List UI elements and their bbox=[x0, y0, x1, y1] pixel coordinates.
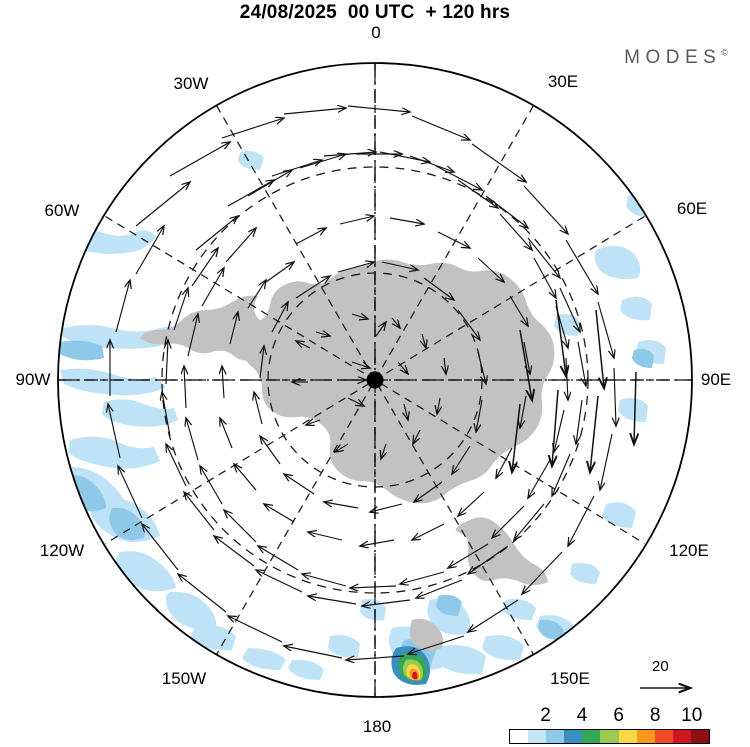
modes-logo: MODES© bbox=[624, 47, 728, 69]
vector-scale-label: 20 bbox=[652, 658, 669, 675]
map-content bbox=[58, 63, 692, 697]
colorbar-segment-8 bbox=[654, 730, 673, 743]
longitude-label-150w: 150W bbox=[161, 669, 207, 688]
colorbar-segment-10 bbox=[690, 730, 710, 743]
colorbar-tick-2: 2 bbox=[540, 705, 551, 726]
colorbar bbox=[509, 729, 710, 744]
longitude-label-150e: 150E bbox=[550, 669, 590, 688]
colorbar-segment-5 bbox=[600, 730, 619, 743]
colorbar-segment-1 bbox=[528, 730, 547, 743]
copyright-icon: © bbox=[721, 47, 728, 58]
longitude-label-90e: 90E bbox=[700, 370, 732, 389]
colorbar-segment-9 bbox=[672, 730, 691, 743]
longitude-label-30w: 30W bbox=[173, 74, 209, 93]
page-title: 24/08/2025 00 UTC + 120 hrs bbox=[239, 2, 511, 23]
colorbar-segment-4 bbox=[582, 730, 601, 743]
modes-logo-text: MODES bbox=[624, 47, 722, 68]
south-pole-marker bbox=[366, 371, 384, 389]
wind-vector-jet bbox=[512, 299, 636, 472]
colorbar-tick-8: 8 bbox=[649, 705, 661, 726]
longitude-label-120e: 120E bbox=[669, 541, 709, 560]
longitude-label-60w: 60W bbox=[44, 201, 80, 220]
colorbar-segment-6 bbox=[618, 730, 637, 743]
colorbar-segment-3 bbox=[564, 730, 583, 743]
longitude-label-120w: 120W bbox=[39, 541, 85, 560]
longitude-label-30e: 30E bbox=[547, 72, 579, 91]
colorbar-tick-6: 6 bbox=[613, 705, 624, 726]
colorbar-tick-10: 10 bbox=[681, 705, 703, 726]
longitude-label-90w: 90W bbox=[15, 370, 51, 389]
longitude-label-60e: 60E bbox=[676, 199, 708, 218]
colorbar-segment-2 bbox=[546, 730, 565, 743]
colorbar-segment-7 bbox=[636, 730, 655, 743]
colorbar-tick-4: 4 bbox=[576, 705, 588, 726]
colorbar-segment-0 bbox=[510, 730, 529, 743]
longitude-label-0: 0 bbox=[371, 23, 381, 42]
wind-vector-field bbox=[108, 106, 616, 660]
globe-outline bbox=[57, 62, 693, 698]
longitude-label-180: 180 bbox=[362, 717, 392, 736]
